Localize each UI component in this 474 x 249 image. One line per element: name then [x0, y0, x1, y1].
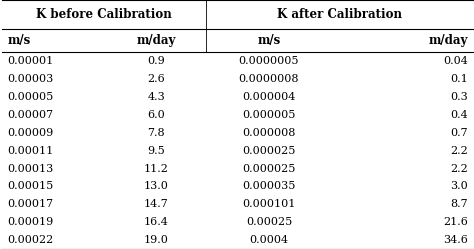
Text: 11.2: 11.2 — [144, 164, 169, 174]
Text: 2.2: 2.2 — [451, 164, 468, 174]
Text: 0.00011: 0.00011 — [7, 146, 54, 156]
Text: 0.00013: 0.00013 — [7, 164, 54, 174]
Text: 0.0000005: 0.0000005 — [239, 56, 299, 66]
Text: K before Calibration: K before Calibration — [36, 8, 172, 21]
Text: 3.0: 3.0 — [451, 182, 468, 191]
Text: 0.00019: 0.00019 — [7, 217, 54, 227]
Text: 0.00017: 0.00017 — [7, 199, 53, 209]
Text: 2.2: 2.2 — [451, 146, 468, 156]
Text: 34.6: 34.6 — [444, 235, 468, 245]
Text: 0.00007: 0.00007 — [7, 110, 53, 120]
Text: K after Calibration: K after Calibration — [277, 8, 402, 21]
Text: 0.00025: 0.00025 — [246, 217, 292, 227]
Text: m/s: m/s — [7, 34, 30, 47]
Text: m/s: m/s — [257, 34, 281, 47]
Text: 0.0004: 0.0004 — [249, 235, 289, 245]
Text: 0.000025: 0.000025 — [242, 146, 296, 156]
Text: 19.0: 19.0 — [144, 235, 169, 245]
Text: 6.0: 6.0 — [147, 110, 165, 120]
Text: 0.00001: 0.00001 — [7, 56, 54, 66]
Text: 2.6: 2.6 — [147, 74, 165, 84]
Text: m/day: m/day — [429, 34, 468, 47]
Text: 7.8: 7.8 — [147, 128, 165, 138]
Text: 16.4: 16.4 — [144, 217, 169, 227]
Text: 0.00003: 0.00003 — [7, 74, 54, 84]
Text: 0.9: 0.9 — [147, 56, 165, 66]
Text: 13.0: 13.0 — [144, 182, 169, 191]
Text: 0.04: 0.04 — [444, 56, 468, 66]
Text: 21.6: 21.6 — [444, 217, 468, 227]
Text: 0.3: 0.3 — [451, 92, 468, 102]
Text: 0.000035: 0.000035 — [242, 182, 296, 191]
Text: 8.7: 8.7 — [451, 199, 468, 209]
Text: 0.00005: 0.00005 — [7, 92, 54, 102]
Text: 0.000005: 0.000005 — [242, 110, 296, 120]
Text: 0.000101: 0.000101 — [242, 199, 296, 209]
Text: 0.000004: 0.000004 — [242, 92, 296, 102]
Text: 14.7: 14.7 — [144, 199, 169, 209]
Text: 0.00022: 0.00022 — [7, 235, 54, 245]
Text: 0.1: 0.1 — [451, 74, 468, 84]
Text: m/day: m/day — [137, 34, 176, 47]
Text: 0.000008: 0.000008 — [242, 128, 296, 138]
Text: 0.0000008: 0.0000008 — [239, 74, 299, 84]
Text: 4.3: 4.3 — [147, 92, 165, 102]
Text: 0.4: 0.4 — [451, 110, 468, 120]
Text: 0.000025: 0.000025 — [242, 164, 296, 174]
Text: 0.00015: 0.00015 — [7, 182, 54, 191]
Text: 9.5: 9.5 — [147, 146, 165, 156]
Text: 0.7: 0.7 — [451, 128, 468, 138]
Text: 0.00009: 0.00009 — [7, 128, 54, 138]
